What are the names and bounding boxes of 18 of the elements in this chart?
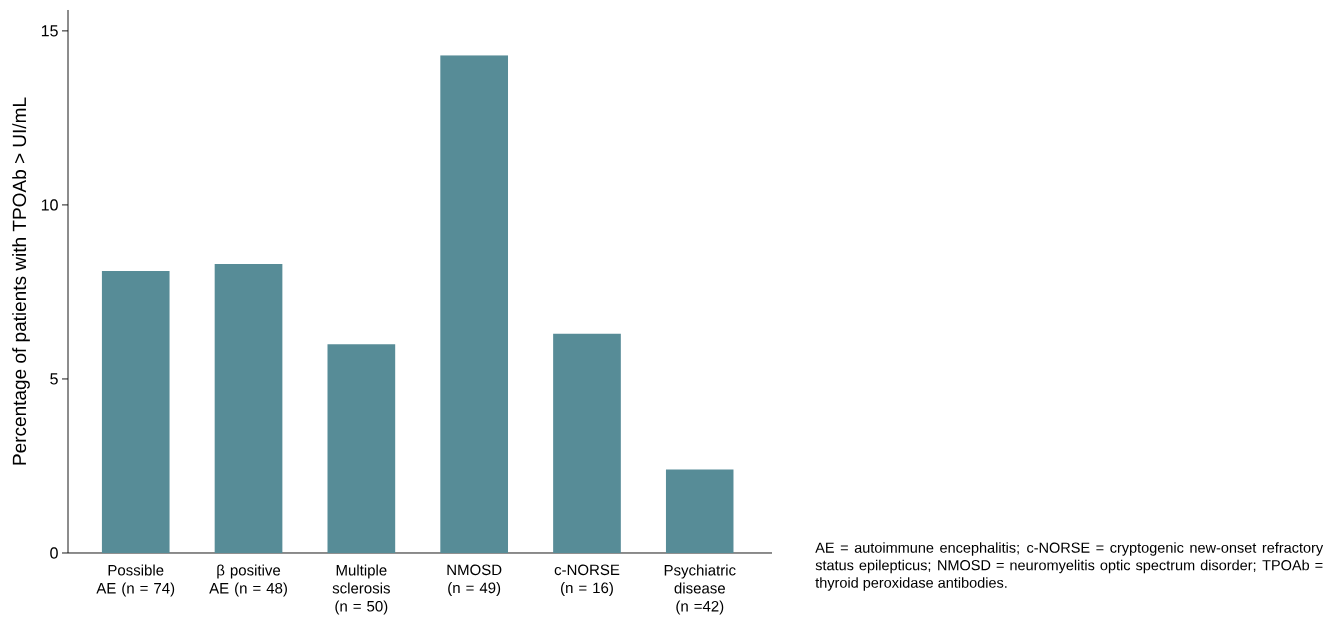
y-tick-label: 0 bbox=[50, 547, 58, 559]
x-tick-label: β positive AE (n = 48) bbox=[209, 564, 287, 597]
y-axis-title: Percentage of patients with TPOAb > UI/mL bbox=[12, 97, 30, 465]
x-tick-label: NMOSD (n = 49) bbox=[447, 564, 502, 597]
x-tick-label: Possible AE (n = 74) bbox=[96, 564, 175, 597]
bar bbox=[327, 344, 396, 553]
text: AE = autoimmune encephalitis; c-NORSE = cryptogenic new-onset refractory status epilepticus; NMOSD = neuromyelitis optic spectrum disorder; TPOAb = thyroid peroxidase antibodies. bbox=[815, 542, 1324, 591]
bar bbox=[440, 55, 509, 553]
x-tick-label: Multiple sclerosis (n = 50) bbox=[332, 564, 390, 615]
y-tick-label: 10 bbox=[41, 199, 58, 211]
bar bbox=[101, 271, 170, 553]
bar bbox=[553, 333, 621, 553]
bar bbox=[665, 469, 734, 553]
y-tick-label: 15 bbox=[41, 25, 58, 37]
x-tick-label: c-NORSE (n = 16) bbox=[554, 564, 620, 597]
y-tick-label: 5 bbox=[50, 373, 58, 385]
bar bbox=[214, 264, 283, 553]
x-tick-label: Psychiatric disease (n =42) bbox=[664, 564, 736, 615]
